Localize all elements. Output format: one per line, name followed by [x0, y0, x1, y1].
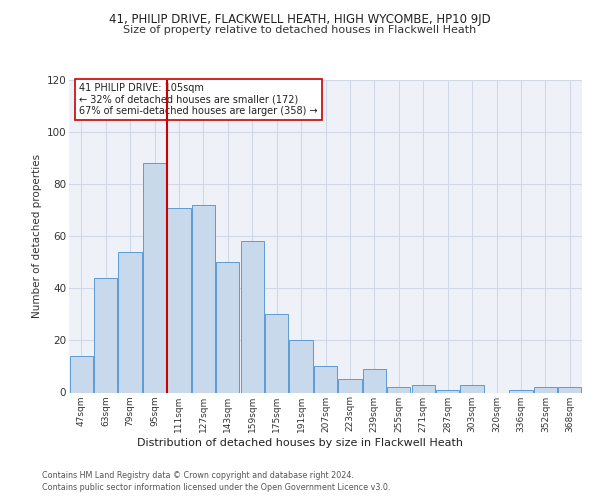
Bar — [192, 205, 215, 392]
Bar — [387, 388, 410, 392]
Bar — [509, 390, 533, 392]
Bar — [118, 252, 142, 392]
Bar — [363, 369, 386, 392]
Bar — [289, 340, 313, 392]
Bar — [143, 164, 166, 392]
Bar — [558, 388, 581, 392]
Bar — [436, 390, 459, 392]
Text: 41 PHILIP DRIVE: 105sqm
← 32% of detached houses are smaller (172)
67% of semi-d: 41 PHILIP DRIVE: 105sqm ← 32% of detache… — [79, 83, 318, 116]
Text: Size of property relative to detached houses in Flackwell Heath: Size of property relative to detached ho… — [124, 25, 476, 35]
Bar — [265, 314, 288, 392]
Text: Contains public sector information licensed under the Open Government Licence v3: Contains public sector information licen… — [42, 484, 391, 492]
Bar — [216, 262, 239, 392]
Bar — [94, 278, 117, 392]
Bar — [167, 208, 191, 392]
Y-axis label: Number of detached properties: Number of detached properties — [32, 154, 43, 318]
Bar — [338, 380, 362, 392]
Bar — [314, 366, 337, 392]
Bar — [534, 388, 557, 392]
Bar — [460, 384, 484, 392]
Text: Contains HM Land Registry data © Crown copyright and database right 2024.: Contains HM Land Registry data © Crown c… — [42, 471, 354, 480]
Bar — [412, 384, 435, 392]
Bar — [70, 356, 93, 393]
Bar — [241, 242, 264, 392]
Text: Distribution of detached houses by size in Flackwell Heath: Distribution of detached houses by size … — [137, 438, 463, 448]
Text: 41, PHILIP DRIVE, FLACKWELL HEATH, HIGH WYCOMBE, HP10 9JD: 41, PHILIP DRIVE, FLACKWELL HEATH, HIGH … — [109, 12, 491, 26]
